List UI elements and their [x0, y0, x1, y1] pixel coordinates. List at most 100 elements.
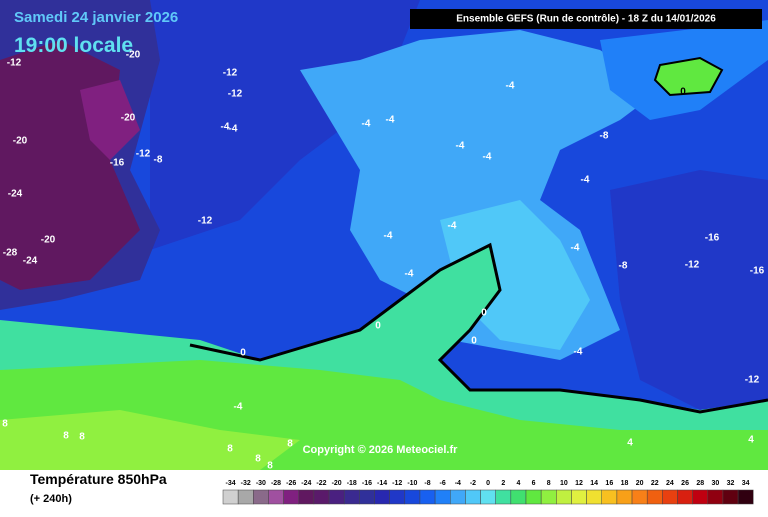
- scale-label: 2: [501, 480, 505, 487]
- scale-label: 24: [666, 480, 674, 487]
- contour-label: 8: [255, 454, 261, 465]
- scale-swatch: [662, 489, 678, 505]
- scale-swatch: [419, 489, 436, 505]
- scale-swatch: [237, 489, 254, 505]
- scale-swatch: [510, 489, 527, 505]
- scale-swatch: [556, 489, 572, 505]
- contour-label: -12: [685, 260, 700, 271]
- contour-label: -4: [386, 115, 395, 126]
- contour-label: -20: [126, 50, 141, 61]
- contour-label: -12: [7, 58, 22, 69]
- run-box: [410, 9, 762, 29]
- contour-label: -20: [41, 235, 56, 246]
- scale-swatch: [677, 489, 693, 505]
- scale-swatch: [465, 489, 481, 505]
- contour-label: 0: [240, 348, 246, 359]
- scale-swatch: [389, 489, 406, 505]
- contour-label: -12: [136, 149, 151, 160]
- copyright: Copyright © 2026 Meteociel.fr: [303, 444, 459, 456]
- scale-label: -34: [226, 480, 236, 487]
- scale-swatch: [298, 489, 315, 505]
- scale-swatch: [434, 489, 451, 505]
- contour-label: 0: [375, 321, 381, 332]
- scale-label: 28: [696, 480, 704, 487]
- scale-label: -24: [301, 480, 311, 487]
- scale-label: 30: [711, 480, 719, 487]
- scale-label: 4: [516, 480, 520, 487]
- scale-label: 18: [621, 480, 629, 487]
- scale-label: -20: [332, 480, 342, 487]
- scale-label: -22: [316, 480, 326, 487]
- contour-label: 8: [2, 419, 8, 430]
- scale-label: 22: [651, 480, 659, 487]
- scale-swatch: [540, 489, 557, 505]
- scale-swatch: [571, 489, 587, 505]
- contour-label: -12: [745, 375, 760, 386]
- contour-label: -20: [13, 136, 28, 147]
- scale-label: -2: [470, 480, 476, 487]
- lead-time: (+ 240h): [30, 493, 72, 505]
- scale-swatch: [495, 489, 512, 505]
- contour-label: -4: [405, 269, 414, 280]
- scale-swatch: [222, 489, 239, 505]
- date: Samedi 24 janvier 2026: [14, 9, 178, 26]
- scale-label: 0: [486, 480, 490, 487]
- contour-label: -20: [121, 113, 136, 124]
- contour-label: -8: [154, 155, 163, 166]
- contour-label: -16: [705, 233, 720, 244]
- contour-label: -24: [8, 189, 23, 200]
- scale-swatch: [646, 489, 663, 505]
- contour-label: 0: [680, 87, 686, 98]
- contour-label: -12: [198, 216, 213, 227]
- region: [80, 80, 140, 160]
- contour-label: -4: [456, 141, 465, 152]
- scale-label: -32: [241, 480, 251, 487]
- scale-label: -14: [377, 480, 387, 487]
- scale-label: 6: [532, 480, 536, 487]
- scale-swatch: [480, 489, 496, 505]
- scale-swatch: [737, 489, 754, 505]
- contour-label: 0: [481, 308, 487, 319]
- scale-swatch: [601, 489, 618, 505]
- scale-swatch: [722, 489, 739, 505]
- color-scale: -34 -32 -30 -28 -26 -24 -22 -20 -18 -16 -14 -12 -10-…: [222, 480, 754, 505]
- scale-label: -26: [286, 480, 296, 487]
- field-title: Température 850hPa: [30, 471, 167, 487]
- contour-label: -12: [223, 68, 238, 79]
- contour-label: -4: [362, 119, 371, 130]
- contour-label: -24: [23, 256, 38, 267]
- scale-label: 32: [727, 480, 735, 487]
- scale-swatch: [374, 489, 390, 505]
- contour-label: 8: [79, 432, 85, 443]
- scale-swatch: [328, 489, 345, 505]
- scale-swatch: [313, 489, 330, 505]
- scale-label: -8: [424, 480, 430, 487]
- scale-label: -30: [256, 480, 266, 487]
- contour-label: -4: [574, 347, 583, 358]
- region: [653, 56, 724, 97]
- scale-label: 34: [742, 480, 750, 487]
- scale-swatch: [359, 489, 375, 505]
- contour-label: 4: [627, 438, 633, 449]
- scale-label: 20: [636, 480, 644, 487]
- scale-swatch: [283, 489, 300, 505]
- contour-label: 0: [471, 336, 477, 347]
- scale-swatch: [268, 489, 284, 505]
- contour-label: 8: [287, 439, 293, 450]
- scale-label: -28: [271, 480, 281, 487]
- contour-label: -4: [483, 152, 492, 163]
- contour-label: -8: [619, 261, 628, 272]
- scale-swatch: [450, 489, 466, 505]
- contour-label: 8: [267, 461, 273, 472]
- scale-label: -10: [407, 480, 417, 487]
- scale-label: 8: [547, 480, 551, 487]
- contour-label: -28: [3, 248, 18, 259]
- scale-label: 12: [575, 480, 583, 487]
- run-info: Ensemble GEFS (Run de contrôle) - 18 Z d…: [456, 14, 716, 25]
- scale-label: 16: [605, 480, 613, 487]
- scale-swatch: [525, 489, 542, 505]
- contour-label: -4: [384, 231, 393, 242]
- scale-label: 14: [590, 480, 598, 487]
- scale-label: -4: [455, 480, 461, 487]
